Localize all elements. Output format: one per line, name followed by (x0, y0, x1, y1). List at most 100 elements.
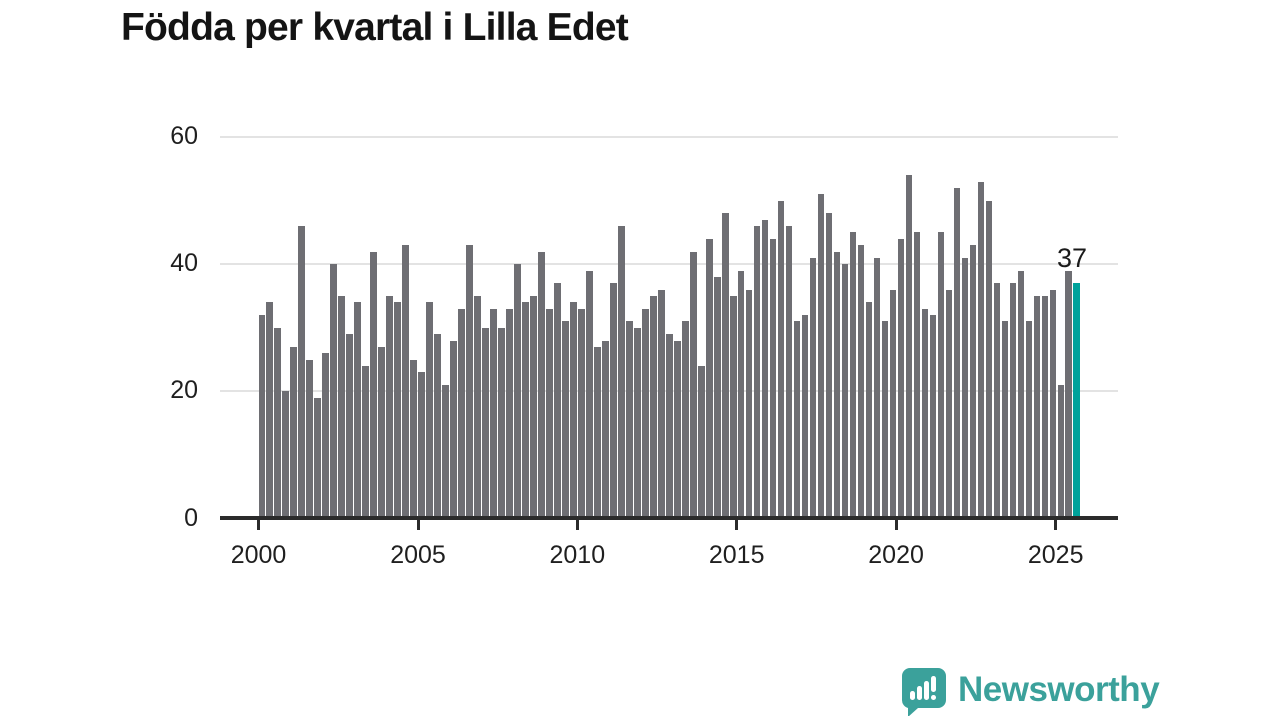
bar (642, 308, 649, 519)
bar (346, 334, 353, 519)
x-axis-tick (1054, 520, 1058, 530)
bar (490, 308, 497, 519)
highlighted-bar (1073, 283, 1081, 519)
highlighted-bar-value-label: 37 (1056, 243, 1088, 273)
bar (889, 289, 897, 519)
bar (618, 226, 625, 519)
bar (298, 226, 306, 519)
bar (1057, 385, 1065, 519)
bar (673, 340, 681, 519)
bar (330, 264, 337, 519)
bar (314, 397, 322, 519)
bar (258, 315, 266, 519)
bar (721, 213, 729, 519)
bar (897, 238, 905, 519)
bar (426, 302, 433, 519)
x-axis-tick (575, 520, 579, 530)
bar (386, 296, 393, 519)
brand-name: Newsworthy (958, 670, 1160, 709)
bar (506, 308, 513, 519)
x-axis-tick-label: 2000 (230, 541, 287, 569)
y-axis-tick-label: 60 (170, 122, 198, 151)
bar (705, 238, 713, 519)
newsworthy-logo-icon (897, 664, 949, 717)
bar (905, 175, 913, 519)
bar (1033, 296, 1041, 519)
x-axis-tick-label: 2010 (549, 541, 606, 569)
bar (1001, 321, 1009, 519)
bar (362, 365, 369, 519)
bar (753, 226, 761, 519)
bar (1025, 321, 1033, 519)
bar (961, 257, 969, 519)
bar (793, 321, 801, 519)
bar (953, 187, 961, 519)
bar (993, 283, 1001, 519)
bar (602, 340, 609, 519)
bar (410, 359, 417, 519)
bar (713, 276, 721, 519)
bar (689, 251, 697, 519)
bar (538, 251, 545, 519)
bar (274, 327, 282, 519)
bar (865, 302, 873, 519)
bar (969, 245, 977, 519)
bar (913, 232, 921, 519)
bar (626, 321, 633, 519)
bar (354, 302, 361, 519)
bar (522, 302, 529, 519)
bar (634, 327, 641, 519)
bar (474, 296, 481, 519)
bar (306, 359, 314, 519)
bar (546, 308, 553, 519)
bar (586, 270, 593, 519)
bar (849, 232, 857, 519)
y-axis-tick-label: 0 (184, 503, 198, 532)
x-axis-tick-label: 2005 (390, 541, 446, 569)
bar (570, 302, 577, 519)
x-axis-tick (735, 520, 739, 530)
bar (745, 289, 753, 519)
bar (785, 226, 793, 519)
bar (737, 270, 745, 519)
bar (681, 321, 689, 519)
bar (801, 315, 809, 519)
bar (977, 181, 985, 519)
bar (1049, 289, 1057, 519)
bar (929, 315, 937, 519)
bar (450, 340, 457, 519)
x-axis-tick-label: 2015 (708, 541, 765, 569)
bar (290, 346, 298, 519)
bar (434, 334, 441, 519)
bar (610, 283, 617, 519)
bar (282, 391, 290, 519)
bar (466, 245, 473, 519)
gridline-y-60 (220, 136, 1118, 139)
x-axis-tick-label: 2025 (1027, 541, 1084, 569)
y-axis-tick-label: 40 (170, 249, 198, 278)
bar (442, 385, 449, 519)
bar (761, 219, 769, 519)
x-axis-tick (894, 520, 898, 530)
bar (562, 321, 569, 519)
bar (777, 200, 785, 519)
bar (1017, 270, 1025, 519)
x-axis-tick (416, 520, 420, 530)
bar (394, 302, 401, 519)
bar (650, 296, 657, 519)
bar (873, 257, 881, 519)
bar (769, 238, 777, 519)
bar (729, 296, 737, 519)
bar (857, 245, 865, 519)
bar (921, 308, 929, 519)
bar (945, 289, 953, 519)
bar (985, 200, 993, 519)
bar (817, 194, 825, 519)
bar (1009, 283, 1017, 519)
x-axis-tick (257, 520, 260, 530)
chart-title: Födda per kvartal i Lilla Edet (121, 6, 629, 49)
bar (1065, 270, 1073, 519)
bar (841, 264, 849, 519)
bar (881, 321, 889, 519)
